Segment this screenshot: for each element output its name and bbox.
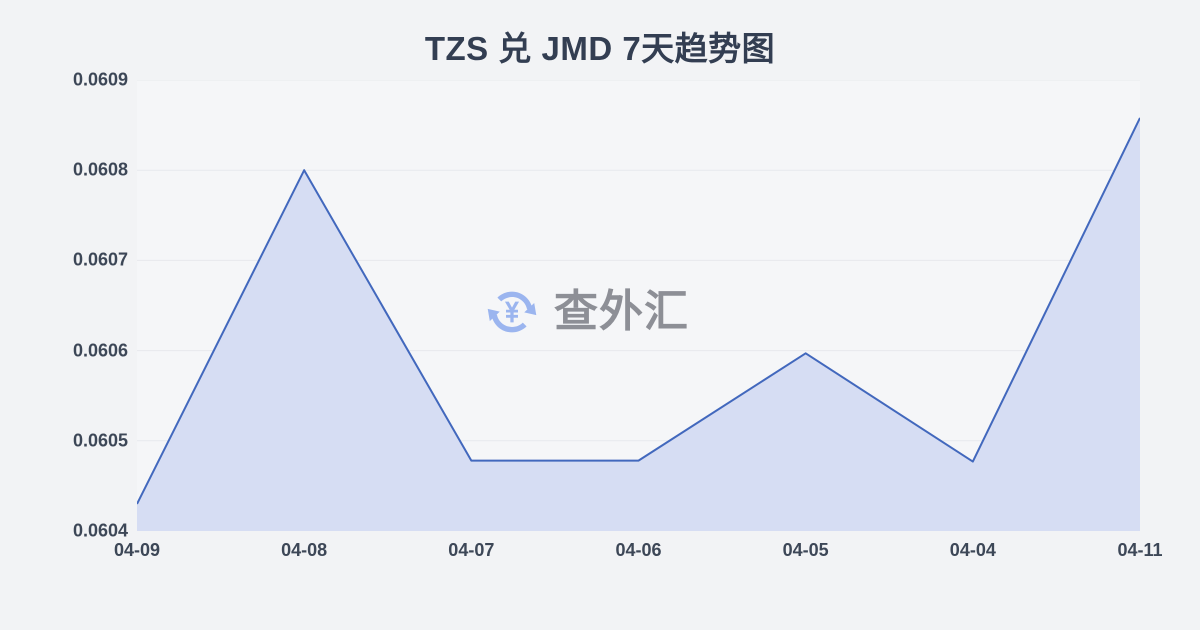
y-axis: 0.0604 0.0605 0.0606 0.0607 0.0608 0.0609	[0, 0, 128, 630]
line-path	[137, 118, 1140, 504]
x-axis-tick-label: 04-05	[782, 540, 829, 560]
y-axis-tick-label: 0.0606	[72, 340, 128, 361]
y-axis-tick-label: 0.0608	[72, 159, 128, 180]
area-fill-path	[137, 117, 1140, 531]
x-axis-tick-label: 04-08	[281, 540, 328, 560]
x-axis-tick-label: 04-11	[1117, 540, 1163, 560]
y-axis-tick-label: 0.0604	[72, 520, 128, 541]
x-axis-tick-label: 04-06	[615, 540, 662, 560]
trend-area-series	[137, 80, 1140, 531]
y-axis-tick-label: 0.0609	[72, 69, 128, 90]
y-axis-tick-label: 0.0607	[72, 249, 128, 270]
y-axis-tick-label: 0.0605	[72, 430, 128, 451]
page-title: TZS 兑 JMD 7天趋势图	[424, 30, 776, 67]
x-axis-tick-label: 04-09	[113, 540, 161, 560]
x-axis-tick-label: 04-07	[448, 540, 495, 560]
x-axis-tick-label: 04-04	[949, 540, 996, 560]
